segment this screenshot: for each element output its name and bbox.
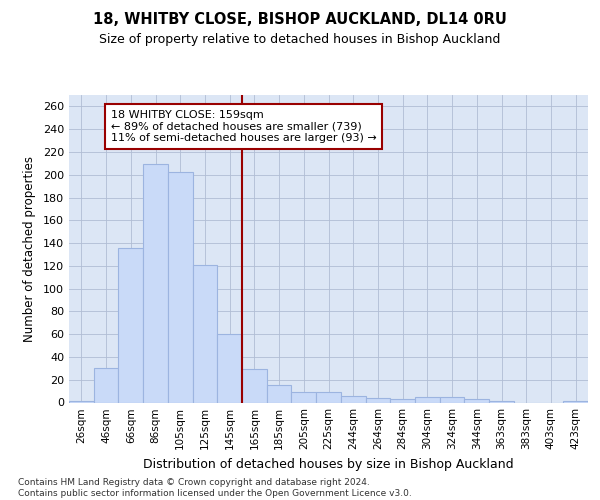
Text: 18, WHITBY CLOSE, BISHOP AUCKLAND, DL14 0RU: 18, WHITBY CLOSE, BISHOP AUCKLAND, DL14 … xyxy=(93,12,507,28)
Bar xyxy=(94,368,118,402)
Bar xyxy=(365,398,390,402)
Bar xyxy=(341,396,365,402)
Bar xyxy=(143,164,168,402)
Bar xyxy=(242,370,267,402)
Bar xyxy=(415,397,440,402)
Text: Contains HM Land Registry data © Crown copyright and database right 2024.
Contai: Contains HM Land Registry data © Crown c… xyxy=(18,478,412,498)
Y-axis label: Number of detached properties: Number of detached properties xyxy=(23,156,36,342)
Text: 18 WHITBY CLOSE: 159sqm
← 89% of detached houses are smaller (739)
11% of semi-d: 18 WHITBY CLOSE: 159sqm ← 89% of detache… xyxy=(111,110,377,143)
Bar xyxy=(316,392,341,402)
Text: Size of property relative to detached houses in Bishop Auckland: Size of property relative to detached ho… xyxy=(100,32,500,46)
Bar xyxy=(292,392,316,402)
Bar xyxy=(217,334,242,402)
Bar xyxy=(464,399,489,402)
Bar xyxy=(440,397,464,402)
Bar xyxy=(267,386,292,402)
Bar xyxy=(193,264,217,402)
Bar xyxy=(118,248,143,402)
X-axis label: Distribution of detached houses by size in Bishop Auckland: Distribution of detached houses by size … xyxy=(143,458,514,471)
Bar xyxy=(168,172,193,402)
Bar xyxy=(390,399,415,402)
